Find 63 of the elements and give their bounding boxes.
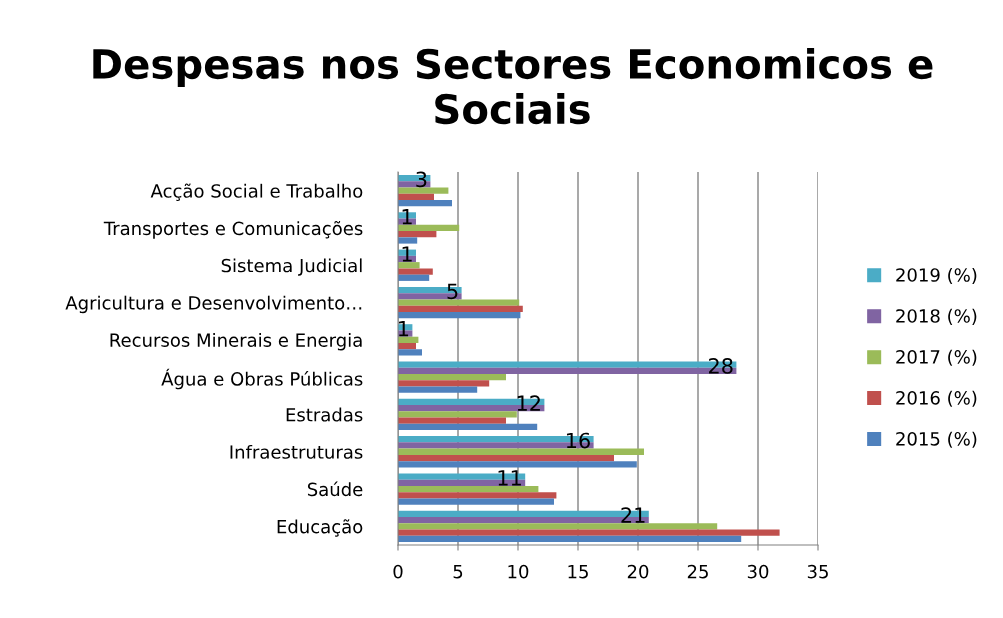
bar bbox=[398, 193, 434, 201]
bar bbox=[398, 305, 523, 312]
bar bbox=[398, 461, 637, 468]
bar bbox=[398, 535, 742, 543]
bar bbox=[398, 231, 437, 238]
bar bbox=[398, 454, 614, 462]
y-tick-label: Recursos Minerais e Energia bbox=[110, 332, 362, 351]
bar bbox=[398, 342, 416, 350]
x-tick-label: 0 bbox=[393, 564, 403, 579]
legend-label: 2019 (%) bbox=[896, 267, 977, 284]
legend-label: 2016 (%) bbox=[896, 390, 977, 407]
bar bbox=[398, 448, 644, 455]
data-label: 28 bbox=[709, 358, 733, 374]
legend-label: 2018 (%) bbox=[896, 308, 977, 325]
x-tick-label: 20 bbox=[627, 564, 649, 579]
bar bbox=[398, 374, 506, 381]
bar bbox=[398, 485, 539, 493]
y-tick-label: Transportes e Comunicações bbox=[103, 220, 363, 239]
data-label: 1 bbox=[399, 321, 409, 337]
legend-label: 2015 (%) bbox=[896, 431, 977, 448]
y-tick-label: Sistema Judicial bbox=[221, 258, 362, 276]
bar bbox=[398, 498, 554, 505]
x-tick-label: 10 bbox=[508, 564, 529, 579]
bar bbox=[398, 417, 506, 424]
bar bbox=[398, 492, 557, 499]
bar bbox=[398, 187, 449, 194]
x-tick-label: 15 bbox=[568, 565, 588, 579]
y-tick-label: Infraestruturas bbox=[230, 444, 363, 459]
y-tick-label: Acção Social e Trabalho bbox=[150, 183, 363, 202]
data-label: 5 bbox=[447, 283, 458, 300]
bar bbox=[398, 411, 517, 418]
legend-label: 2017 (%) bbox=[896, 349, 977, 366]
bar bbox=[398, 311, 521, 319]
y-tick-label: Agricultura e Desenvolvimento… bbox=[65, 295, 362, 314]
x-tick-label: 30 bbox=[747, 564, 769, 579]
y-tick-label: Estradas bbox=[286, 407, 363, 422]
bar bbox=[398, 523, 718, 530]
bar bbox=[398, 237, 418, 244]
x-tick-label: 35 bbox=[807, 564, 828, 579]
bar bbox=[398, 380, 490, 387]
bar bbox=[398, 529, 780, 536]
bar bbox=[398, 349, 422, 356]
data-label: 1 bbox=[402, 209, 412, 225]
bar bbox=[398, 299, 520, 306]
data-label: 11 bbox=[498, 470, 521, 486]
bar bbox=[398, 386, 478, 393]
chart-title: Despesas nos Sectores Economicos e Sociais bbox=[93, 47, 933, 125]
data-label: 16 bbox=[566, 432, 590, 449]
bar bbox=[398, 224, 460, 232]
data-label: 1 bbox=[402, 246, 412, 262]
bar bbox=[398, 262, 420, 269]
data-label: 12 bbox=[517, 395, 540, 411]
x-tick-label: 25 bbox=[687, 564, 708, 579]
data-label: 3 bbox=[416, 171, 427, 188]
y-tick-label: Água e Obras Públicas bbox=[161, 368, 363, 390]
x-tick-label: 5 bbox=[453, 565, 463, 579]
y-tick-label: Saúde bbox=[307, 481, 363, 497]
bar bbox=[398, 274, 430, 281]
data-label: 21 bbox=[621, 507, 645, 523]
bar bbox=[398, 200, 452, 207]
bar bbox=[398, 423, 538, 431]
y-tick-label: Educação bbox=[277, 519, 363, 537]
bar bbox=[398, 268, 433, 275]
